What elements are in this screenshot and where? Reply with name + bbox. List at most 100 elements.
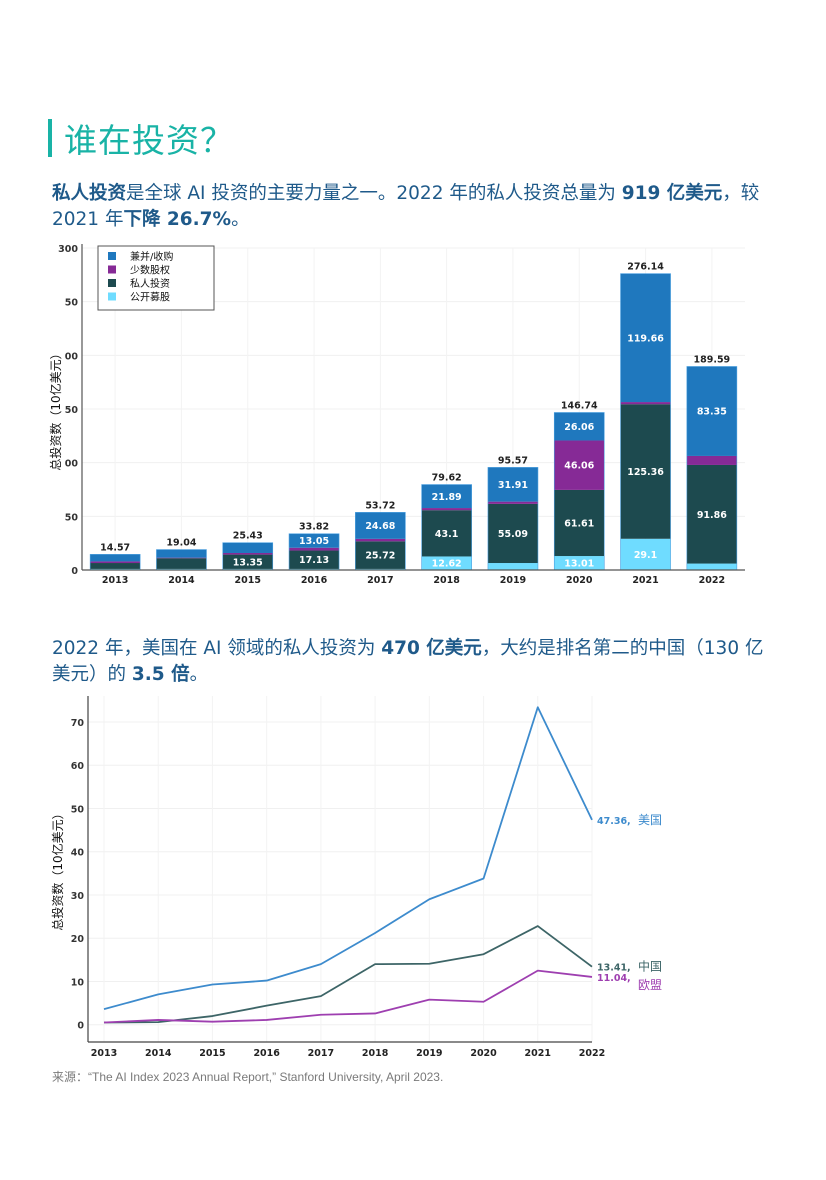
bar-segment [289, 547, 340, 551]
series-line-中国 [103, 925, 593, 1024]
x-tick-label: 2020 [566, 575, 593, 586]
x-tick-label: 2016 [253, 1048, 280, 1059]
bar-segment [554, 489, 605, 557]
bar-total-label: 19.04 [166, 538, 196, 549]
bar-total-label: 14.57 [100, 542, 130, 553]
y-tick-label: 20 [71, 934, 85, 945]
bar-segment-label: 21.89 [432, 492, 462, 503]
para1-text-1: 是全球 AI 投资的主要力量之一。2022 年的私人投资总量为 [126, 183, 622, 204]
intro-paragraph: 私人投资是全球 AI 投资的主要力量之一。2022 年的私人投资总量为 919 … [52, 181, 772, 233]
y-tick-label: 00 [65, 351, 79, 362]
bar-segment [554, 440, 605, 490]
section-heading: 谁在投资？ [48, 114, 234, 162]
legend-label: 少数股权 [130, 264, 170, 277]
bar-segment [156, 558, 207, 569]
bar-segment-label: 13.35 [233, 557, 263, 568]
bar-total-label: 146.74 [561, 400, 598, 411]
x-tick-label: 2022 [699, 575, 725, 586]
bar-segment [355, 512, 406, 539]
bar-segment-label: 26.06 [564, 422, 594, 433]
bar-segment [487, 501, 538, 504]
bar-segment-label: 13.01 [564, 559, 594, 570]
legend-swatch [108, 265, 116, 274]
bar-segment-label: 83.35 [697, 407, 727, 418]
bar-segment-label: 13.05 [299, 536, 329, 547]
x-tick-label: 2021 [525, 1048, 551, 1059]
x-tick-label: 2015 [235, 575, 261, 586]
end-value-label: 47.36, [597, 816, 631, 827]
x-tick-label: 2013 [91, 1048, 117, 1059]
legend-label: 私人投资 [130, 277, 170, 290]
bar-segment [554, 412, 605, 441]
stacked-bar-chart: 0 50 00 50 00 50 300 14.57 2013 19.04 2014 13.35 25.… [48, 244, 745, 586]
end-value-label: 13.41, [597, 963, 631, 974]
para1-bold-2: 919 亿美元 [621, 183, 723, 204]
page-title: 谁在投资？ [64, 121, 234, 160]
y-tick-label: 50 [65, 298, 79, 309]
para2-bold-1: 470 亿美元 [381, 638, 482, 659]
x-tick-label: 2017 [367, 575, 393, 586]
bar-segment [487, 503, 538, 564]
bar-segment-label: 125.36 [627, 467, 664, 478]
bar-segment [620, 404, 671, 539]
para2-bold-2: 3.5 倍 [131, 664, 190, 685]
y-tick-label: 10 [71, 977, 85, 988]
bar-segment [686, 563, 737, 570]
bar-segment-label: 55.09 [498, 529, 528, 540]
bar-segment [289, 550, 340, 569]
y-axis-title: 总投资数（10亿美元） [48, 347, 63, 470]
y-axis-title: 总投资数（10亿美元） [50, 807, 65, 930]
para2-text-1: 2022 年，美国在 AI 领域的私人投资为 [52, 638, 382, 659]
bar-segment-label: 43.1 [435, 529, 458, 540]
para2-text-2: ，大约是排名第二的中国（130 亿美元）的 [52, 638, 764, 685]
bar-segment [355, 538, 406, 542]
bar-total-label: 79.62 [432, 473, 462, 484]
bar-segment [90, 561, 141, 564]
para1-bold-1: 私人投资 [52, 183, 127, 204]
y-tick-label: 00 [65, 459, 79, 470]
bar-segment [289, 533, 340, 548]
x-tick-label: 2013 [102, 575, 128, 586]
y-tick-label: 30 [71, 891, 85, 902]
series-line-欧盟 [103, 969, 593, 1024]
bar-total-label: 189.59 [694, 354, 731, 365]
bar-total-label: 53.72 [365, 500, 395, 511]
y-tick-label: 0 [77, 1021, 84, 1032]
y-tick-label: 50 [71, 804, 85, 815]
y-tick-label: 50 [65, 512, 79, 523]
series-name-label: 欧盟 [638, 978, 662, 992]
bar-segment [421, 484, 472, 509]
bar-segment [90, 554, 141, 562]
bar-segment [421, 510, 472, 557]
bar-segment-label: 25.72 [365, 551, 395, 562]
bar-segment-label: 46.06 [564, 461, 594, 472]
legend-swatch [108, 279, 116, 287]
bar-total-label: 25.43 [233, 531, 263, 542]
y-tick-label: 300 [58, 244, 78, 255]
x-tick-label: 2017 [308, 1048, 334, 1059]
x-tick-label: 2014 [168, 575, 195, 586]
legend-label: 兼并/收购 [130, 250, 173, 263]
x-tick-label: 2022 [579, 1048, 605, 1059]
x-tick-label: 2019 [500, 575, 526, 586]
bar-segment-label: 61.61 [564, 518, 594, 529]
bar-segment [421, 508, 472, 511]
y-tick-label: 0 [71, 566, 78, 577]
para1-text-3: 。 [231, 209, 250, 230]
y-tick-label: 70 [71, 718, 85, 729]
y-tick-label: 60 [71, 761, 85, 772]
para1-text-2: ，较 2021 年 [52, 183, 760, 230]
heading-accent-bar [48, 119, 52, 157]
bar-segment-label: 17.13 [299, 555, 329, 566]
country-paragraph: 2022 年，美国在 AI 领域的私人投资为 470 亿美元，大约是排名第二的中… [52, 636, 772, 688]
bar-total-label: 276.14 [627, 262, 664, 273]
bar-segment [554, 556, 605, 570]
bar-segment [620, 273, 671, 403]
series-name-label: 美国 [638, 813, 662, 827]
bar-total-label: 95.57 [498, 455, 528, 466]
x-tick-label: 2018 [433, 575, 460, 586]
x-tick-label: 2015 [199, 1048, 225, 1059]
bar-segment [620, 402, 671, 405]
bar-segment [355, 541, 406, 569]
